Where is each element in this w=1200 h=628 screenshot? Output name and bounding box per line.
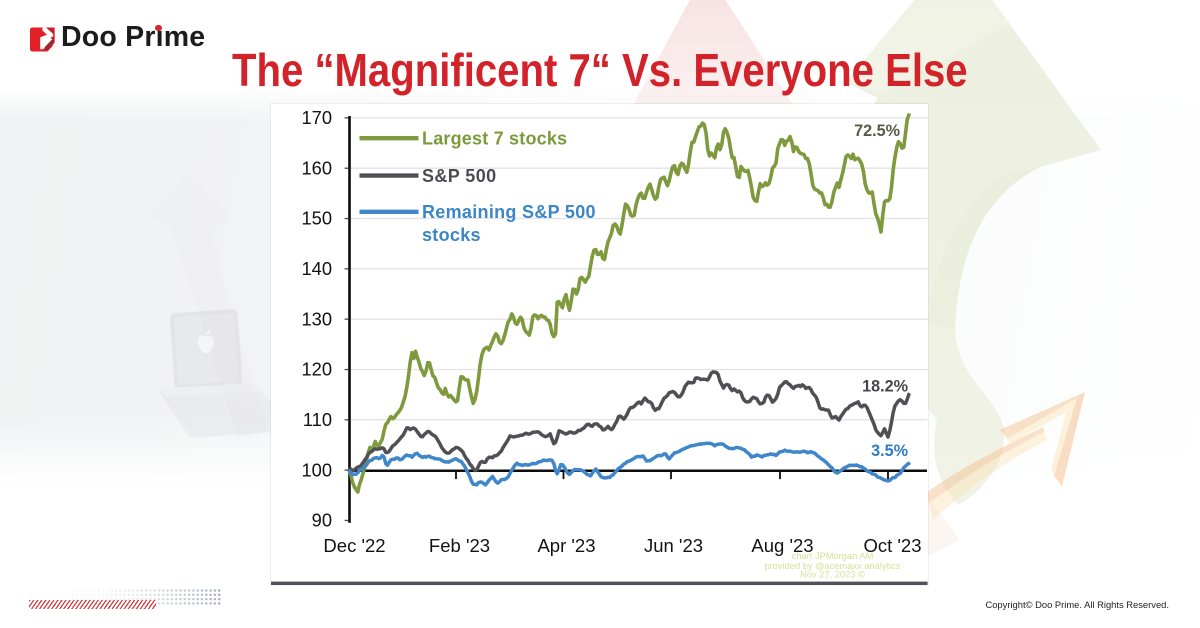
svg-text:Dec '22: Dec '22: [323, 535, 385, 556]
svg-text:72.5%: 72.5%: [854, 122, 900, 140]
svg-text:150: 150: [301, 208, 332, 229]
svg-text:120: 120: [301, 359, 332, 380]
svg-text:Feb '23: Feb '23: [429, 535, 490, 556]
svg-text:S&P 500: S&P 500: [422, 166, 497, 186]
svg-text:170: 170: [301, 107, 332, 128]
svg-text:18.2%: 18.2%: [862, 378, 908, 396]
svg-text:90: 90: [312, 510, 332, 531]
svg-text:160: 160: [301, 157, 332, 178]
svg-text:110: 110: [303, 409, 332, 430]
svg-text:Jun '23: Jun '23: [644, 535, 703, 556]
svg-text:140: 140: [301, 258, 332, 279]
svg-text:stocks: stocks: [422, 225, 481, 245]
svg-text:130: 130: [301, 308, 332, 329]
svg-text:3.5%: 3.5%: [871, 442, 908, 460]
svg-text:chart JPMorgan AM: chart JPMorgan AM: [792, 551, 874, 561]
svg-text:Largest 7 stocks: Largest 7 stocks: [422, 129, 567, 149]
svg-text:Remaining S&P 500: Remaining S&P 500: [422, 202, 596, 222]
svg-text:100: 100: [301, 459, 332, 480]
svg-text:Nov 27, 2023 ©: Nov 27, 2023 ©: [800, 569, 865, 579]
svg-text:Apr '23: Apr '23: [537, 535, 595, 556]
svg-text:Aug '23: Aug '23: [751, 535, 813, 556]
svg-text:Oct '23: Oct '23: [863, 535, 921, 556]
svg-text:provided by @acemaxx analytics: provided by @acemaxx analytics: [764, 561, 900, 571]
